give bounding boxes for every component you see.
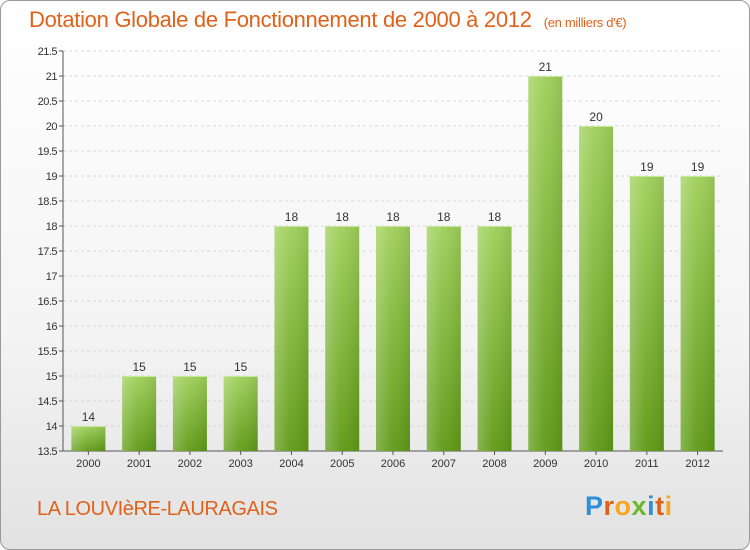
bar-value-label: 18 [437,210,451,224]
bar-shine [274,226,309,451]
bar-value-label: 20 [589,110,603,124]
logo-letter: o [614,491,632,521]
proxiti-logo: Proxiti [585,491,673,522]
x-tick-label: 2004 [279,458,303,470]
bar-value-label: 18 [386,210,400,224]
labels: 14 2000 15 2001 15 2002 15 2003 18 2004 18 2005 18 20… [76,60,710,470]
logo-letter: i [664,491,673,521]
y-tick-label: 21.5 [38,46,58,58]
y-tick-label: 14.5 [38,396,58,408]
x-tick-label: 2000 [76,458,100,470]
x-tick-label: 2010 [584,458,608,470]
bar-value-label: 18 [336,210,350,224]
y-tick-label: 21 [46,71,58,83]
logo-letter: x [631,491,648,521]
logo-letter: r [603,491,615,521]
y-tick-label: 15.5 [38,346,58,358]
chart-subtitle: (en milliers d'€) [543,15,627,30]
x-tick-label: 2007 [432,458,456,470]
bar-value-label: 18 [488,210,502,224]
bar-shine [477,226,512,451]
y-tick-label: 20.5 [38,96,58,108]
logo-letter: t [655,491,665,521]
x-tick-label: 2008 [482,458,506,470]
x-tick-label: 2012 [685,458,709,470]
bar-shine [426,226,461,451]
bar-value-label: 18 [285,210,299,224]
y-tick-label: 18.5 [38,196,58,208]
y-tick-label: 18 [46,221,58,233]
y-tick-label: 19.5 [38,146,58,158]
bar-value-label: 15 [132,360,146,374]
x-tick-label: 2001 [127,458,151,470]
bar-shine [680,176,715,451]
x-tick-label: 2005 [330,458,354,470]
bar-shine [579,126,614,451]
bar-value-label: 19 [691,160,705,174]
x-tick-label: 2003 [228,458,252,470]
bar-shine [325,226,360,451]
bar-shine [629,176,664,451]
bar-shine [122,376,157,451]
x-tick-label: 2002 [178,458,202,470]
bar-value-label: 15 [234,360,248,374]
y-tick-label: 13.5 [38,446,58,458]
y-tick-label: 20 [46,121,58,133]
logo-letter: i [647,491,656,521]
bar-value-label: 21 [539,60,553,74]
chart-title-text: Dotation Globale de Fonctionnement de 20… [29,7,532,32]
bar-shine [376,226,410,451]
bar-shine [71,426,106,451]
bar-value-label: 15 [183,360,197,374]
logo-letter: P [585,491,604,521]
y-tick-label: 17 [46,271,58,283]
y-tick-label: 15 [46,371,58,383]
bars [71,76,715,451]
x-tick-label: 2011 [635,458,659,470]
x-tick-label: 2009 [533,458,557,470]
bar-value-label: 19 [640,160,654,174]
y-tick-label: 17.5 [38,246,58,258]
bar-shine [528,76,563,451]
bar-shine [172,376,207,451]
bar-value-label: 14 [82,410,96,424]
chart-title: Dotation Globale de Fonctionnement de 20… [29,7,627,33]
y-tick-label: 14 [46,421,58,433]
y-tick-label: 19 [46,171,58,183]
y-tick-label: 16.5 [38,296,58,308]
commune-name: LA LOUVIèRE-LAURAGAIS [37,498,278,520]
x-tick-label: 2006 [381,458,405,470]
bar-shine [223,376,258,451]
y-tick-label: 16 [46,321,58,333]
